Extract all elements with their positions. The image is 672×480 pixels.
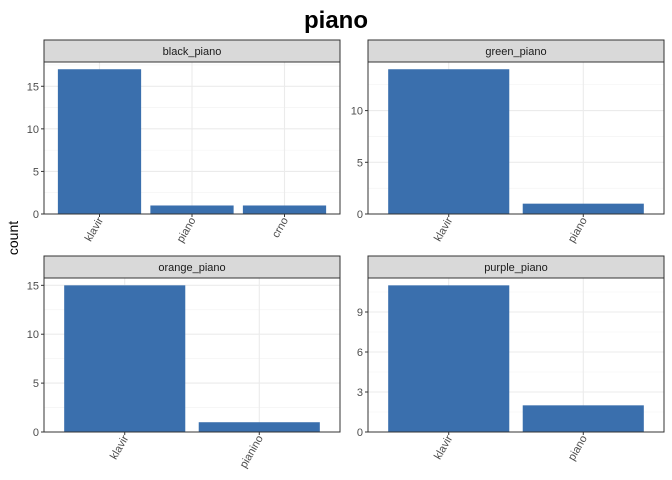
bar-klavir <box>388 285 510 432</box>
bar-klavir <box>388 69 510 214</box>
y-tick-label: 3 <box>357 387 363 399</box>
y-tick-label: 15 <box>27 280 39 292</box>
facet-panel-green_piano: green_piano 0 5 10 klavir piano <box>351 39 665 245</box>
facet-strip-label: black_piano <box>163 46 222 58</box>
y-tick-label: 5 <box>33 166 39 178</box>
x-tick-label: pianino <box>238 434 266 471</box>
panel-border <box>43 277 341 433</box>
facet-panel-black_piano: black_piano 0 5 10 15 klavir piano crno <box>27 39 341 245</box>
x-tick-label: crno <box>270 216 291 241</box>
y-tick-label: 5 <box>33 378 39 390</box>
panel-border <box>367 61 665 215</box>
x-tick-label: klavir <box>432 433 455 462</box>
x-tick-label: piano <box>566 434 590 463</box>
y-tick-label: 0 <box>357 427 363 439</box>
facet-panel-purple_piano: purple_piano 0 3 6 9 klavir piano <box>357 255 665 463</box>
y-tick-label: 0 <box>33 209 39 221</box>
y-axis-label: count <box>5 221 21 255</box>
y-tick-label: 0 <box>33 427 39 439</box>
facet-strip-label: green_piano <box>485 46 546 58</box>
y-tick-label: 0 <box>357 209 363 221</box>
y-tick-label: 5 <box>357 157 363 169</box>
bar-klavir <box>64 285 186 432</box>
bar-klavir <box>57 69 142 214</box>
bar-pianino <box>198 422 320 432</box>
x-tick-label: klavir <box>432 215 455 244</box>
y-tick-label: 10 <box>27 124 39 136</box>
y-tick-label: 10 <box>351 106 363 118</box>
facet-strip-label: orange_piano <box>158 262 225 274</box>
y-tick-label: 15 <box>27 81 39 93</box>
facet-panel-orange_piano: orange_piano 0 5 10 15 klavir pianino <box>27 255 341 471</box>
chart-title: piano <box>304 7 368 34</box>
x-tick-label: klavir <box>83 215 106 244</box>
x-tick-label: piano <box>175 216 199 245</box>
bar-piano <box>522 203 644 214</box>
y-tick-label: 6 <box>357 347 363 359</box>
bar-piano <box>150 205 234 214</box>
x-tick-label: piano <box>566 216 590 245</box>
y-tick-label: 9 <box>357 307 363 319</box>
panel-border <box>367 277 665 433</box>
facet-panels: black_piano 0 5 10 15 klavir piano crno green_pi… <box>27 39 665 471</box>
y-tick-label: 10 <box>27 329 39 341</box>
bar-crno <box>242 205 327 214</box>
x-tick-label: klavir <box>108 433 131 462</box>
facet-strip-label: purple_piano <box>484 262 548 274</box>
bar-piano <box>522 405 644 432</box>
